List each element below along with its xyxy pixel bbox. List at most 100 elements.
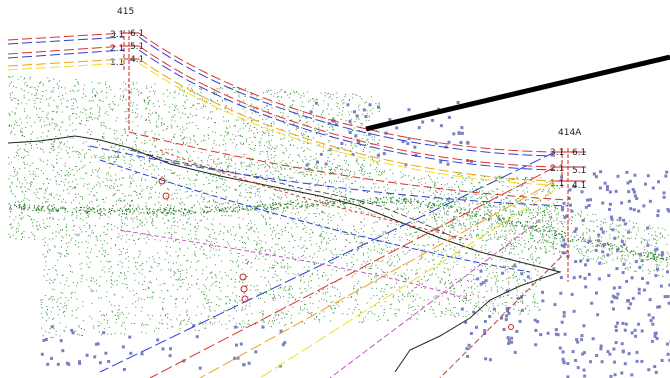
vegetation-point bbox=[167, 204, 169, 206]
vegetation-point bbox=[291, 227, 293, 229]
vegetation-point bbox=[67, 152, 69, 154]
vegetation-point bbox=[44, 237, 46, 239]
vegetation-point bbox=[141, 190, 143, 192]
vegetation-point bbox=[214, 232, 215, 234]
vegetation-point bbox=[284, 325, 285, 327]
vegetation-point bbox=[227, 285, 229, 287]
vegetation-point bbox=[126, 248, 128, 250]
vegetation-point bbox=[267, 165, 269, 167]
vegetation-point bbox=[316, 167, 318, 169]
vegetation-point bbox=[544, 209, 546, 211]
vegetation-point bbox=[250, 191, 252, 193]
vegetation-point bbox=[272, 267, 274, 269]
vegetation-point bbox=[443, 284, 445, 286]
vegetation-point bbox=[124, 128, 126, 130]
vegetation-point bbox=[34, 174, 36, 175]
vegetation-point bbox=[376, 162, 378, 164]
vegetation-point bbox=[239, 240, 241, 241]
vegetation-point bbox=[510, 248, 512, 250]
vegetation-point bbox=[174, 220, 176, 222]
vegetation-point bbox=[323, 184, 324, 186]
vegetation-point bbox=[287, 201, 289, 203]
vegetation-point bbox=[423, 276, 425, 277]
vegetation-point bbox=[122, 95, 124, 97]
vegetation-point bbox=[345, 177, 347, 179]
vegetation-point bbox=[64, 174, 66, 176]
vegetation-point bbox=[41, 327, 43, 329]
vegetation-point bbox=[234, 301, 236, 303]
vegetation-point bbox=[98, 204, 100, 206]
vegetation-point bbox=[119, 198, 121, 199]
vegetation-point bbox=[370, 278, 372, 280]
vegetation-point bbox=[341, 219, 343, 221]
vegetation-point bbox=[489, 251, 491, 253]
vegetation-point bbox=[59, 80, 61, 82]
vegetation-point bbox=[60, 302, 62, 304]
vegetation-point bbox=[340, 168, 342, 170]
vegetation-point bbox=[86, 256, 88, 258]
vegetation-point bbox=[101, 157, 103, 159]
vegetation-point bbox=[216, 296, 218, 298]
vegetation-point bbox=[196, 174, 197, 176]
vegetation-point bbox=[293, 145, 295, 146]
vegetation-point bbox=[28, 99, 30, 101]
vegetation-point bbox=[164, 232, 166, 234]
vegetation-point bbox=[132, 84, 134, 85]
vegetation-point bbox=[206, 177, 207, 178]
vegetation-point bbox=[221, 87, 223, 89]
vegetation-point bbox=[321, 167, 323, 169]
vegetation-point bbox=[103, 153, 105, 155]
vegetation-point bbox=[139, 157, 140, 159]
vegetation-point bbox=[47, 201, 49, 203]
vegetation-point bbox=[15, 97, 17, 99]
vegetation-point bbox=[304, 156, 306, 158]
vegetation-point bbox=[369, 146, 371, 148]
vegetation-point bbox=[189, 217, 191, 219]
vegetation-point bbox=[51, 164, 53, 166]
vegetation-point bbox=[148, 119, 150, 121]
vegetation-point bbox=[462, 243, 464, 244]
vegetation-point bbox=[432, 213, 434, 215]
vegetation-point bbox=[65, 255, 67, 257]
vegetation-point bbox=[263, 132, 265, 133]
vegetation-point bbox=[143, 325, 145, 327]
vegetation-point bbox=[317, 104, 319, 106]
vegetation-point bbox=[429, 274, 431, 276]
vegetation-point bbox=[378, 142, 380, 144]
vegetation-point bbox=[358, 106, 359, 108]
vegetation-point bbox=[201, 190, 203, 192]
vegetation-point bbox=[67, 253, 69, 255]
vegetation-point bbox=[274, 260, 276, 262]
vegetation-point bbox=[497, 238, 499, 240]
vegetation-point bbox=[189, 179, 191, 181]
vegetation-point bbox=[416, 318, 418, 320]
vegetation-point bbox=[173, 135, 175, 137]
vegetation-point bbox=[300, 96, 302, 98]
vegetation-point bbox=[262, 209, 264, 211]
vegetation-point bbox=[308, 168, 310, 169]
vegetation-point bbox=[282, 112, 284, 114]
vegetation-point bbox=[264, 301, 266, 303]
vegetation-point bbox=[46, 280, 48, 281]
vegetation-point bbox=[335, 166, 337, 168]
vegetation-point bbox=[71, 291, 73, 293]
vegetation-point bbox=[26, 198, 28, 200]
vegetation-point bbox=[35, 94, 37, 96]
vegetation-point bbox=[123, 97, 124, 98]
vegetation-point bbox=[339, 253, 341, 255]
vegetation-point bbox=[341, 208, 343, 210]
vegetation-point bbox=[44, 226, 46, 228]
vegetation-point bbox=[71, 237, 73, 239]
vegetation-point bbox=[91, 280, 93, 282]
vegetation-point bbox=[306, 248, 308, 250]
vegetation-point bbox=[419, 297, 421, 299]
vegetation-point bbox=[280, 196, 282, 198]
vegetation-point bbox=[440, 311, 442, 313]
vegetation-point bbox=[463, 207, 465, 209]
vegetation-point bbox=[435, 189, 437, 191]
vegetation-point bbox=[25, 204, 27, 206]
vegetation-point bbox=[152, 154, 154, 156]
vegetation-point bbox=[181, 278, 183, 280]
